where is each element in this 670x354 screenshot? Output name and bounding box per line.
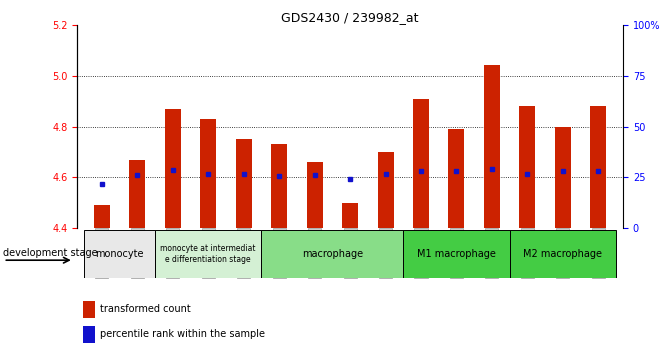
Bar (510, 230, 616, 278)
Bar (84, 230, 155, 278)
Bar (129, 160, 145, 228)
Text: monocyte: monocyte (95, 249, 144, 259)
Bar (82, 301, 94, 318)
Title: GDS2430 / 239982_at: GDS2430 / 239982_at (281, 11, 419, 24)
Bar (236, 139, 252, 228)
Bar (448, 129, 464, 228)
Bar (590, 106, 606, 228)
Bar (82, 326, 94, 343)
Text: M1 macrophage: M1 macrophage (417, 249, 496, 259)
Text: M2 macrophage: M2 macrophage (523, 249, 602, 259)
Text: monocyte at intermediat
e differentiation stage: monocyte at intermediat e differentiatio… (161, 244, 256, 264)
Bar (165, 109, 181, 228)
Bar (403, 230, 510, 278)
Bar (271, 144, 287, 228)
Text: macrophage: macrophage (302, 249, 363, 259)
Bar (484, 65, 500, 228)
Bar (261, 230, 403, 278)
Bar (413, 98, 429, 228)
Bar (342, 203, 358, 228)
Text: development stage: development stage (3, 248, 98, 258)
Bar (155, 230, 261, 278)
Bar (94, 205, 110, 228)
Bar (519, 106, 535, 228)
Bar (555, 127, 571, 228)
Bar (378, 152, 393, 228)
Text: percentile rank within the sample: percentile rank within the sample (100, 329, 265, 339)
Bar (307, 162, 322, 228)
Bar (200, 119, 216, 228)
Text: transformed count: transformed count (100, 304, 191, 314)
